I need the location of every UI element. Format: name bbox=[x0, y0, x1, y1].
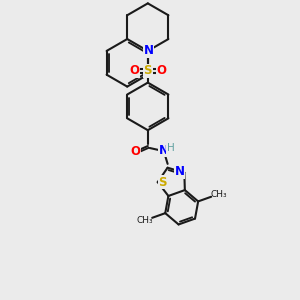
Text: O: O bbox=[130, 146, 140, 158]
Text: N: N bbox=[144, 44, 154, 57]
Text: S: S bbox=[158, 176, 167, 189]
Text: CH₃: CH₃ bbox=[210, 190, 227, 199]
Text: O: O bbox=[157, 64, 167, 77]
Text: S: S bbox=[144, 64, 152, 77]
Text: N: N bbox=[159, 143, 169, 157]
Text: N: N bbox=[174, 165, 184, 178]
Text: H: H bbox=[167, 143, 175, 153]
Text: CH₃: CH₃ bbox=[136, 216, 153, 225]
Text: O: O bbox=[129, 64, 139, 77]
